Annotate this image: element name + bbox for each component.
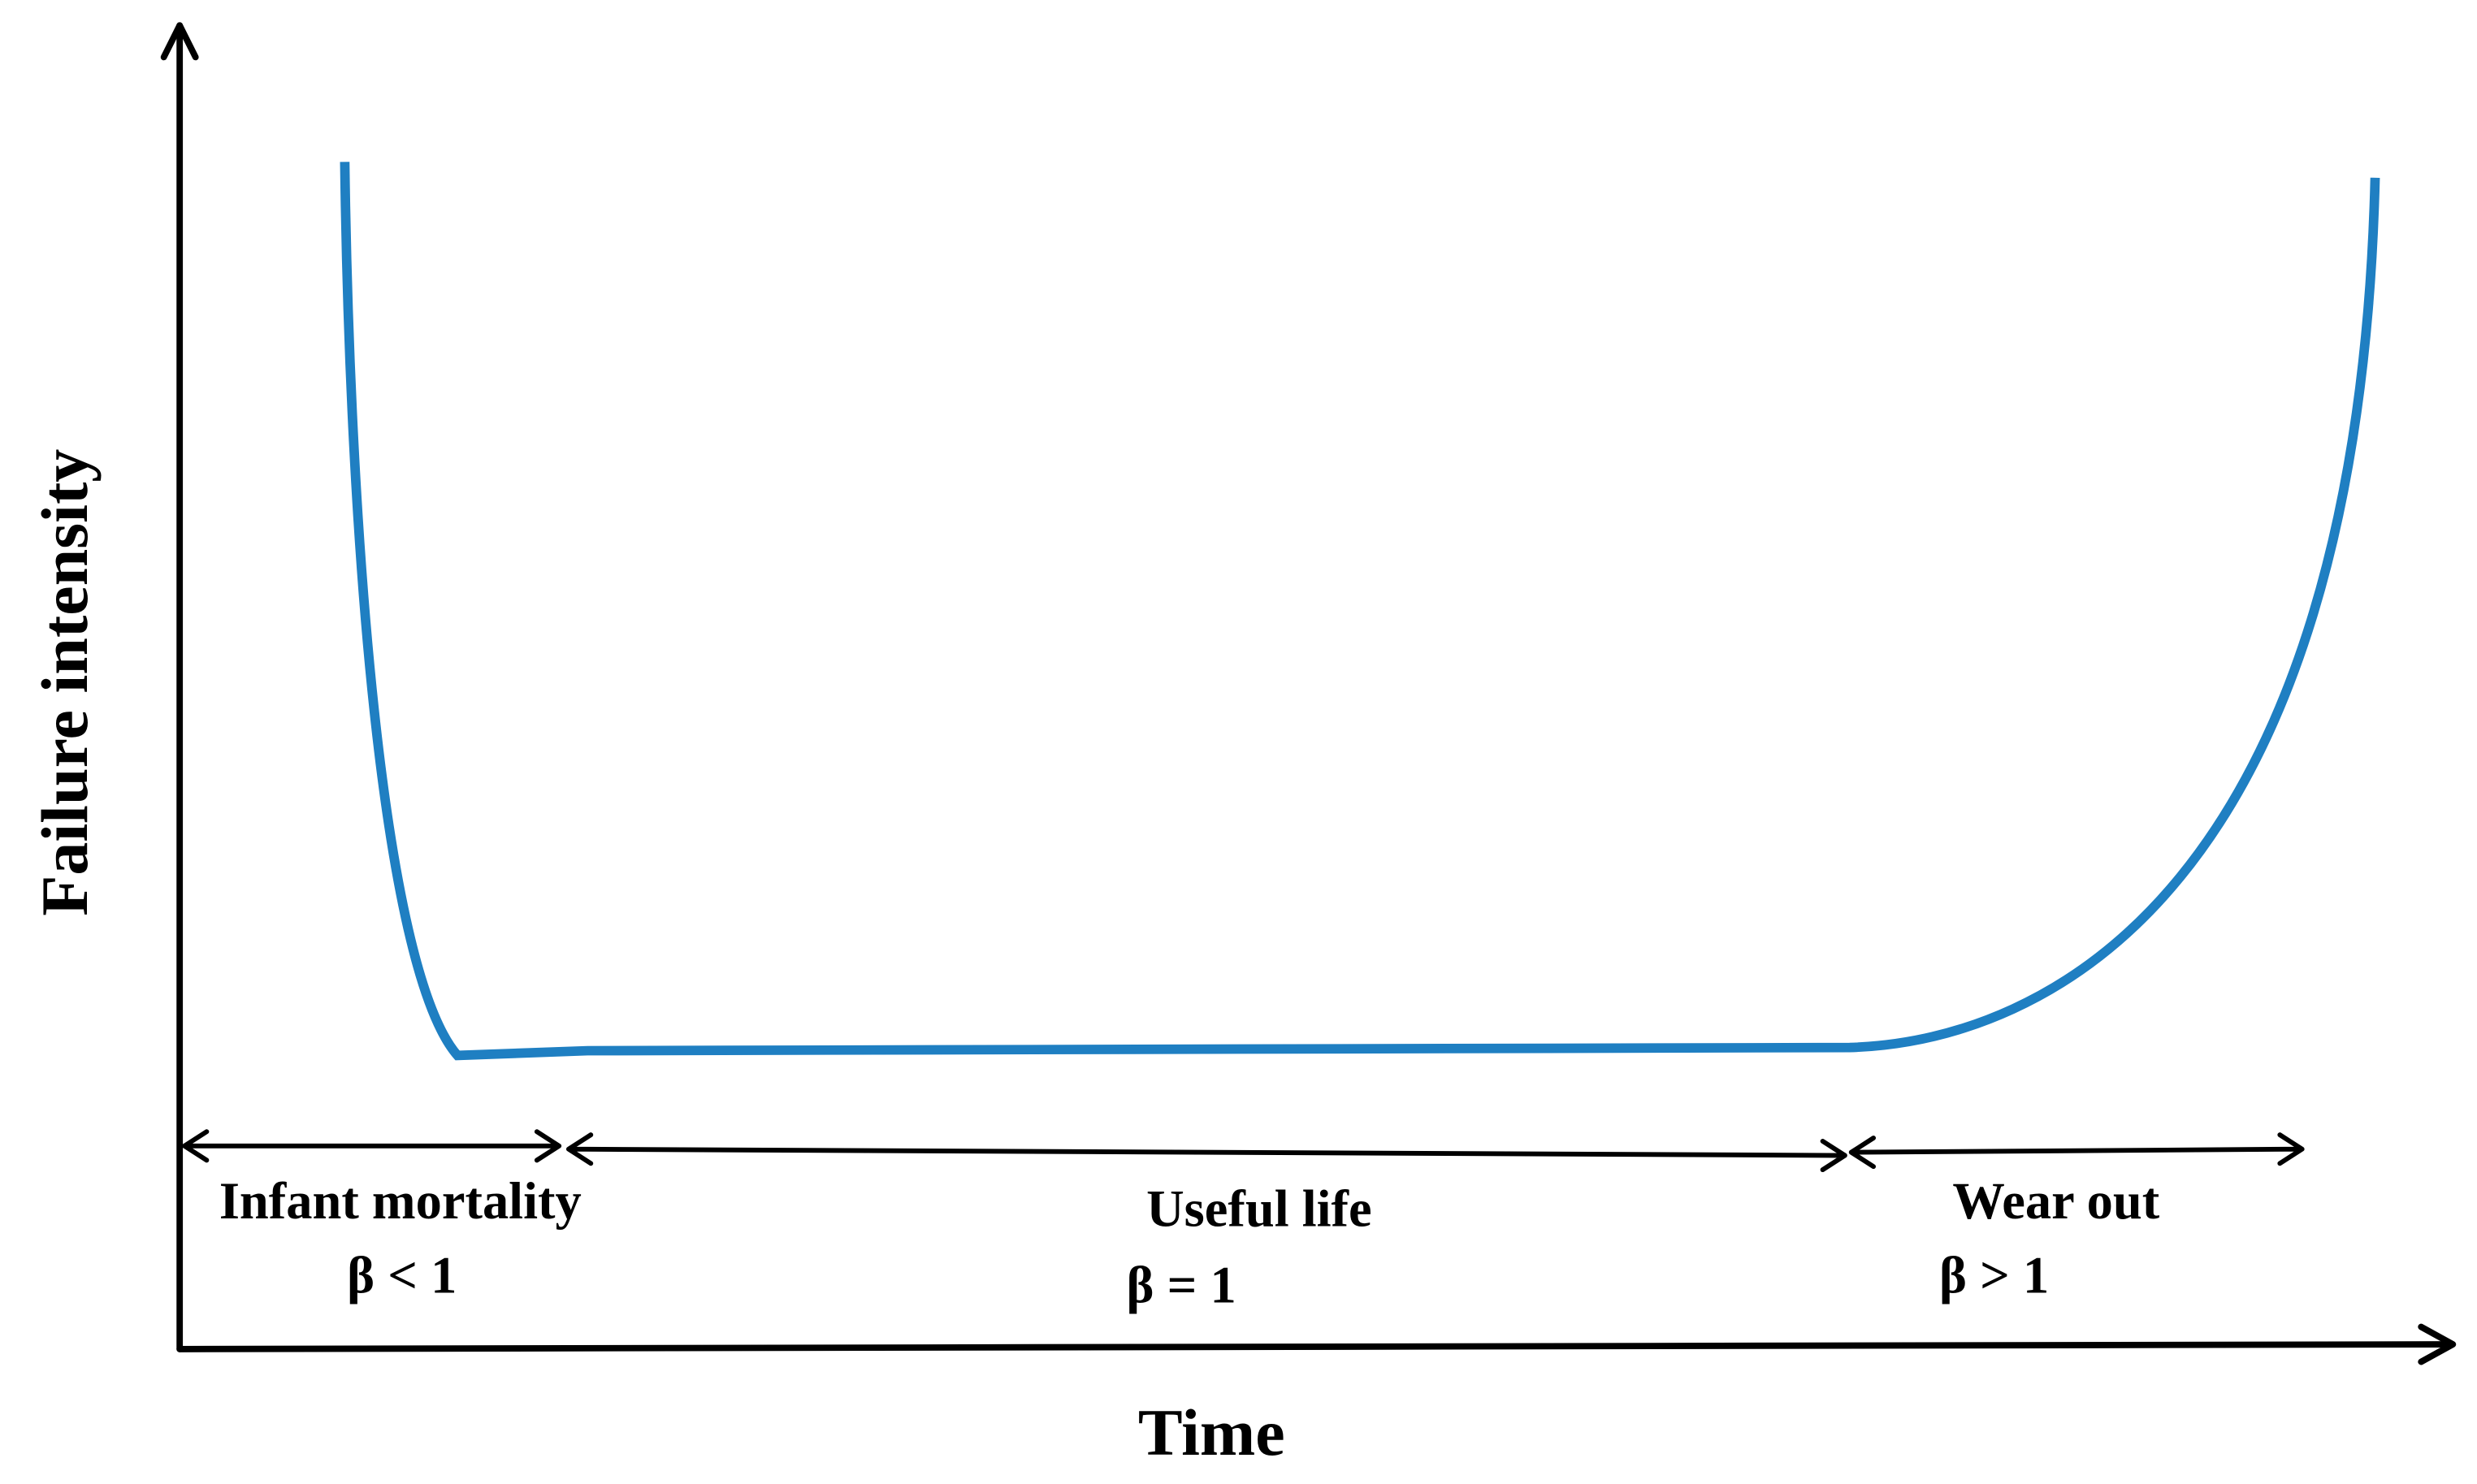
x-axis-label: Time [1138, 1395, 1285, 1469]
phase-beta: β = 1 [1127, 1256, 1236, 1313]
x-axis [176, 1341, 2453, 1352]
phase-name: Useful life [1146, 1180, 1372, 1238]
phase-beta: β > 1 [1939, 1247, 2049, 1304]
x-axis-arrow [2418, 1323, 2457, 1365]
phase-beta: β < 1 [347, 1247, 457, 1304]
phase-span [1848, 1132, 2305, 1170]
bathtub-curve [340, 162, 2380, 1061]
phase-span [182, 1129, 562, 1163]
phase-span [565, 1132, 1847, 1173]
y-axis-arrow [160, 22, 199, 61]
phase-name: Wear out [1952, 1172, 2159, 1230]
phase-name: Infant mortality [219, 1172, 582, 1230]
y-axis-label: Failure intensity [28, 449, 102, 916]
